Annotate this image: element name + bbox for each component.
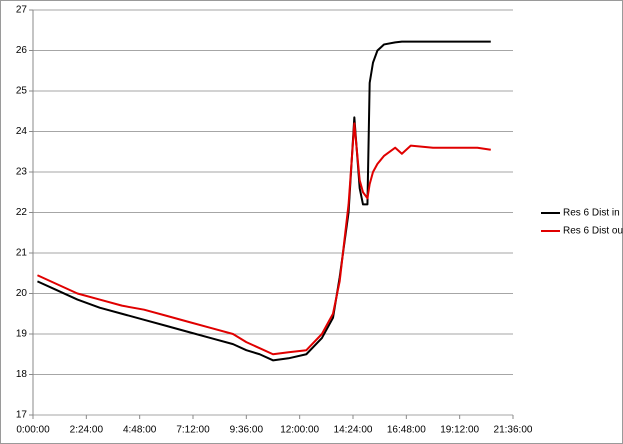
y-tick-label: 27 [16, 5, 28, 16]
legend-label: Res 6 Dist in [563, 208, 620, 219]
y-tick-label: 19 [16, 329, 28, 340]
x-tick-label: 2:24:00 [70, 425, 104, 436]
y-tick-label: 17 [16, 410, 28, 421]
y-tick-label: 22 [16, 207, 28, 218]
x-tick-label: 21:36:00 [494, 425, 533, 436]
y-tick-label: 20 [16, 288, 28, 299]
x-tick-label: 9:36:00 [230, 425, 264, 436]
x-tick-label: 12:00:00 [280, 425, 319, 436]
x-tick-label: 16:48:00 [387, 425, 426, 436]
y-tick-label: 18 [16, 369, 28, 380]
y-tick-label: 21 [16, 248, 28, 259]
y-tick-label: 26 [16, 45, 28, 56]
x-tick-label: 19:12:00 [440, 425, 479, 436]
x-tick-label: 7:12:00 [176, 425, 210, 436]
y-tick-label: 24 [16, 126, 28, 137]
y-tick-label: 25 [16, 86, 28, 97]
legend-label: Res 6 Dist out [563, 226, 623, 237]
x-tick-label: 0:00:00 [16, 425, 50, 436]
x-tick-label: 4:48:00 [123, 425, 157, 436]
y-tick-label: 23 [16, 167, 28, 178]
x-tick-label: 14:24:00 [334, 425, 373, 436]
series-line [37, 122, 491, 356]
